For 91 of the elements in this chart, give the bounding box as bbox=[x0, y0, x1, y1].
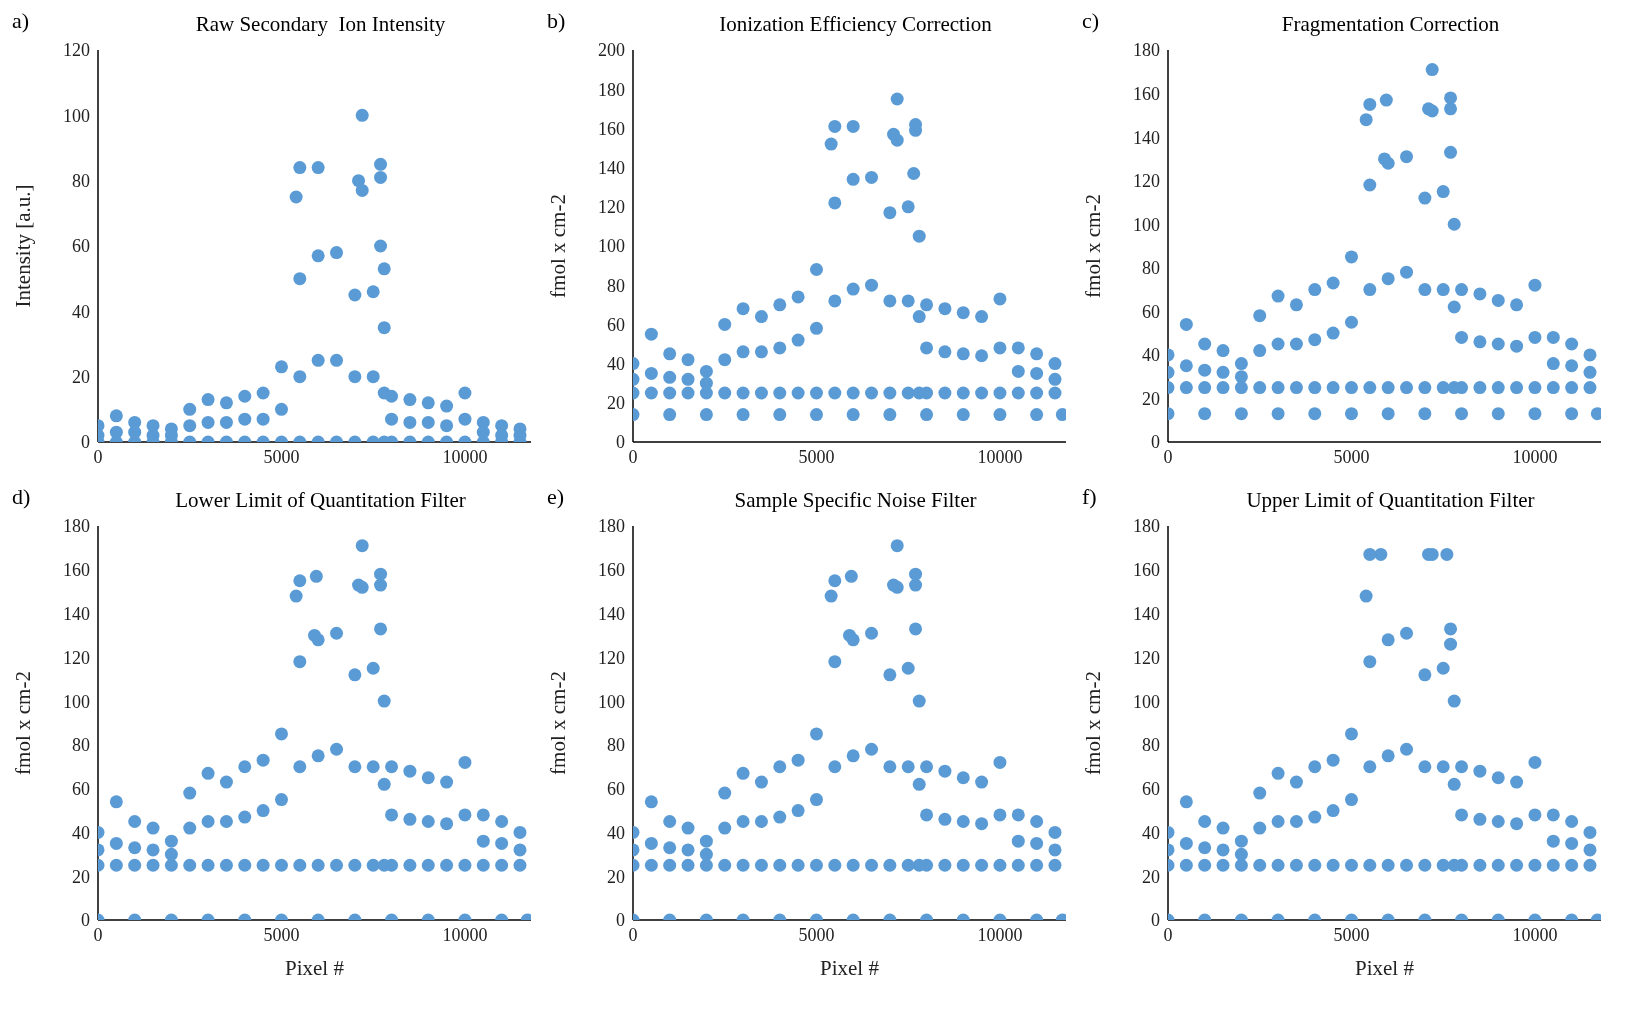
chart-title: Sample Specific Noise Filter bbox=[733, 488, 978, 513]
x-axis-title: Pixel # bbox=[285, 956, 345, 980]
y-tick-label: 120 bbox=[63, 647, 90, 668]
x-tick-label: 5000 bbox=[263, 446, 300, 467]
y-tick-label: 80 bbox=[607, 275, 625, 296]
x-axis-title: Pixel # bbox=[820, 956, 880, 980]
y-tick-label: 100 bbox=[598, 236, 625, 257]
text: f) bbox=[1082, 484, 1097, 510]
y-tick-label: 20 bbox=[607, 393, 625, 414]
text: b) bbox=[547, 8, 566, 34]
y-tick-label: 60 bbox=[607, 314, 625, 335]
y-tick-label: 120 bbox=[598, 197, 625, 218]
text: c) bbox=[1082, 8, 1100, 34]
y-tick-label: 100 bbox=[598, 691, 625, 712]
y-tick-label: 80 bbox=[72, 171, 90, 192]
y-tick-label: 20 bbox=[1142, 388, 1160, 409]
x-tick-label: 10000 bbox=[442, 446, 488, 467]
y-tick-label: 160 bbox=[63, 560, 90, 581]
y-tick-label: 0 bbox=[81, 432, 90, 453]
y-tick-label: 180 bbox=[1133, 40, 1160, 61]
y-tick-label: 20 bbox=[72, 866, 90, 887]
y-tick-label: 0 bbox=[81, 910, 90, 931]
y-tick-label: 140 bbox=[63, 603, 90, 624]
x-tick-label: 10000 bbox=[1512, 924, 1558, 945]
y-tick-label: 200 bbox=[598, 40, 625, 61]
y-tick-label: 80 bbox=[1142, 735, 1160, 756]
x-tick-label: 10000 bbox=[1512, 446, 1558, 467]
y-tick-label: 180 bbox=[63, 516, 90, 537]
y-axis-title: fmol x cm-2 bbox=[11, 671, 36, 775]
x-tick-label: 5000 bbox=[798, 446, 835, 467]
y-tick-label: 40 bbox=[607, 822, 625, 843]
y-tick-label: 80 bbox=[1142, 258, 1160, 279]
y-axis-title: fmol x cm-2 bbox=[546, 194, 571, 298]
x-tick-label: 10000 bbox=[977, 924, 1023, 945]
y-tick-label: 0 bbox=[1151, 910, 1160, 931]
y-tick-label: 160 bbox=[1133, 560, 1160, 581]
y-tick-label: 20 bbox=[72, 367, 90, 388]
y-tick-label: 60 bbox=[1142, 779, 1160, 800]
y-tick-label: 120 bbox=[1133, 647, 1160, 668]
y-tick-label: 80 bbox=[607, 735, 625, 756]
y-tick-label: 120 bbox=[1133, 171, 1160, 192]
chart-title: Raw Secondary Ion Intensity bbox=[194, 12, 447, 37]
y-tick-label: 120 bbox=[63, 40, 90, 61]
y-tick-label: 180 bbox=[1133, 516, 1160, 537]
y-tick-label: 20 bbox=[607, 866, 625, 887]
y-tick-label: 160 bbox=[598, 118, 625, 139]
y-tick-label: 60 bbox=[72, 236, 90, 257]
y-tick-label: 0 bbox=[616, 910, 625, 931]
y-axis-title: fmol x cm-2 bbox=[1081, 671, 1106, 775]
y-tick-label: 100 bbox=[1133, 214, 1160, 235]
y-axis-title: Intensity [a.u.] bbox=[11, 184, 36, 308]
x-tick-label: 5000 bbox=[798, 924, 835, 945]
y-tick-label: 180 bbox=[598, 79, 625, 100]
y-tick-label: 40 bbox=[72, 822, 90, 843]
chart-title: Fragmentation Correction bbox=[1280, 12, 1501, 37]
y-tick-label: 160 bbox=[1133, 83, 1160, 104]
y-axis-title: fmol x cm-2 bbox=[1081, 194, 1106, 298]
y-tick-label: 100 bbox=[1133, 691, 1160, 712]
y-tick-label: 180 bbox=[598, 516, 625, 537]
x-tick-label: 10000 bbox=[442, 924, 488, 945]
text: d) bbox=[12, 484, 31, 510]
y-tick-label: 0 bbox=[616, 432, 625, 453]
chart-title: Upper Limit of Quantitation Filter bbox=[1245, 488, 1536, 513]
y-tick-label: 100 bbox=[63, 691, 90, 712]
y-tick-label: 40 bbox=[607, 353, 625, 374]
chart-title: Ionization Efficiency Correction bbox=[718, 12, 993, 37]
y-tick-label: 100 bbox=[63, 105, 90, 126]
text: e) bbox=[547, 484, 565, 510]
x-tick-label: 10000 bbox=[977, 446, 1023, 467]
y-axis-title: fmol x cm-2 bbox=[546, 671, 571, 775]
x-axis-title: Pixel # bbox=[1355, 956, 1415, 980]
chart-title: Lower Limit of Quantitation Filter bbox=[174, 488, 467, 513]
x-tick-label: 5000 bbox=[1333, 924, 1370, 945]
y-tick-label: 40 bbox=[1142, 345, 1160, 366]
y-tick-label: 40 bbox=[1142, 822, 1160, 843]
text: a) bbox=[12, 8, 30, 34]
y-tick-label: 120 bbox=[598, 647, 625, 668]
y-tick-label: 60 bbox=[607, 779, 625, 800]
y-tick-label: 0 bbox=[1151, 432, 1160, 453]
y-tick-label: 160 bbox=[598, 560, 625, 581]
y-tick-label: 140 bbox=[598, 157, 625, 178]
y-tick-label: 40 bbox=[72, 301, 90, 322]
y-tick-label: 60 bbox=[72, 779, 90, 800]
y-tick-label: 140 bbox=[1133, 127, 1160, 148]
y-tick-label: 60 bbox=[1142, 301, 1160, 322]
y-tick-label: 140 bbox=[598, 603, 625, 624]
y-tick-label: 140 bbox=[1133, 603, 1160, 624]
y-tick-label: 20 bbox=[1142, 866, 1160, 887]
y-tick-label: 80 bbox=[72, 735, 90, 756]
x-tick-label: 5000 bbox=[263, 924, 300, 945]
x-tick-label: 5000 bbox=[1333, 446, 1370, 467]
